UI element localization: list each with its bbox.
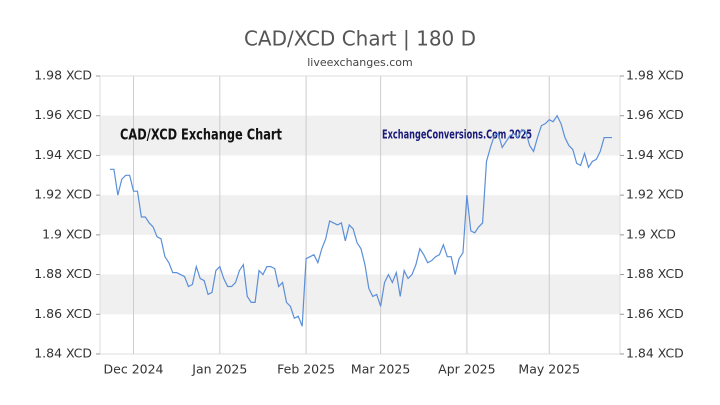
x-tick-label: Apr 2025 xyxy=(438,362,495,377)
x-tick-label: Mar 2025 xyxy=(351,362,410,377)
plot-frame xyxy=(99,75,621,355)
y2-tick-label: 1.86 XCD xyxy=(626,306,684,321)
y-tick-label: 1.88 XCD xyxy=(34,266,92,281)
y2-tick-label: 1.94 XCD xyxy=(626,147,684,162)
y2-tick-label: 1.98 XCD xyxy=(626,68,684,83)
y2-tick-label: 1.88 XCD xyxy=(626,266,684,281)
chart-title: CAD/XCD Chart | 180 D xyxy=(244,27,476,51)
grid-band xyxy=(100,195,620,235)
y-tick-label: 1.94 XCD xyxy=(34,147,92,162)
x-tick-label: Jan 2025 xyxy=(191,362,247,377)
x-tick-label: Dec 2024 xyxy=(104,362,164,377)
y-tick-label: 1.9 XCD xyxy=(42,226,92,241)
y-tick-label: 1.96 XCD xyxy=(34,107,92,122)
y-tick-label: 1.92 XCD xyxy=(34,187,92,202)
annotation: CAD/XCD Exchange Chart xyxy=(120,126,282,144)
grid-band xyxy=(100,115,620,156)
y2-tick-label: 1.9 XCD xyxy=(626,226,676,241)
y2-tick-label: 1.96 XCD xyxy=(626,107,684,122)
y-tick-label: 1.84 XCD xyxy=(34,346,92,361)
y2-tick-label: 1.92 XCD xyxy=(626,187,684,202)
y-tick-label: 1.98 XCD xyxy=(34,68,92,83)
y2-tick-label: 1.84 XCD xyxy=(626,346,684,361)
x-tick-label: Feb 2025 xyxy=(277,362,335,377)
y-tick-label: 1.86 XCD xyxy=(34,306,92,321)
chart-subtitle: liveexchanges.com xyxy=(307,56,412,69)
annotation: ExchangeConversions.Com 2025 xyxy=(382,127,532,142)
line-series xyxy=(110,114,612,327)
x-tick-label: May 2025 xyxy=(518,362,580,377)
grid-band xyxy=(100,274,620,315)
